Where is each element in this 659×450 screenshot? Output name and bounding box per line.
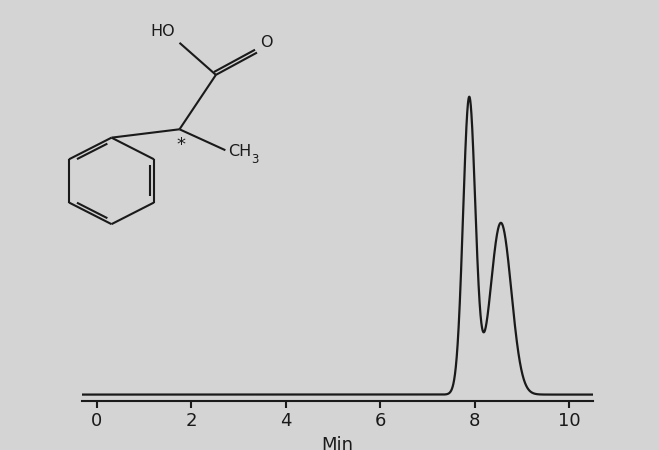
Text: CH: CH bbox=[229, 144, 252, 159]
Text: HO: HO bbox=[150, 23, 175, 39]
Text: *: * bbox=[177, 136, 186, 154]
Text: O: O bbox=[260, 35, 273, 50]
Text: 3: 3 bbox=[251, 153, 259, 166]
X-axis label: Min: Min bbox=[322, 436, 354, 450]
